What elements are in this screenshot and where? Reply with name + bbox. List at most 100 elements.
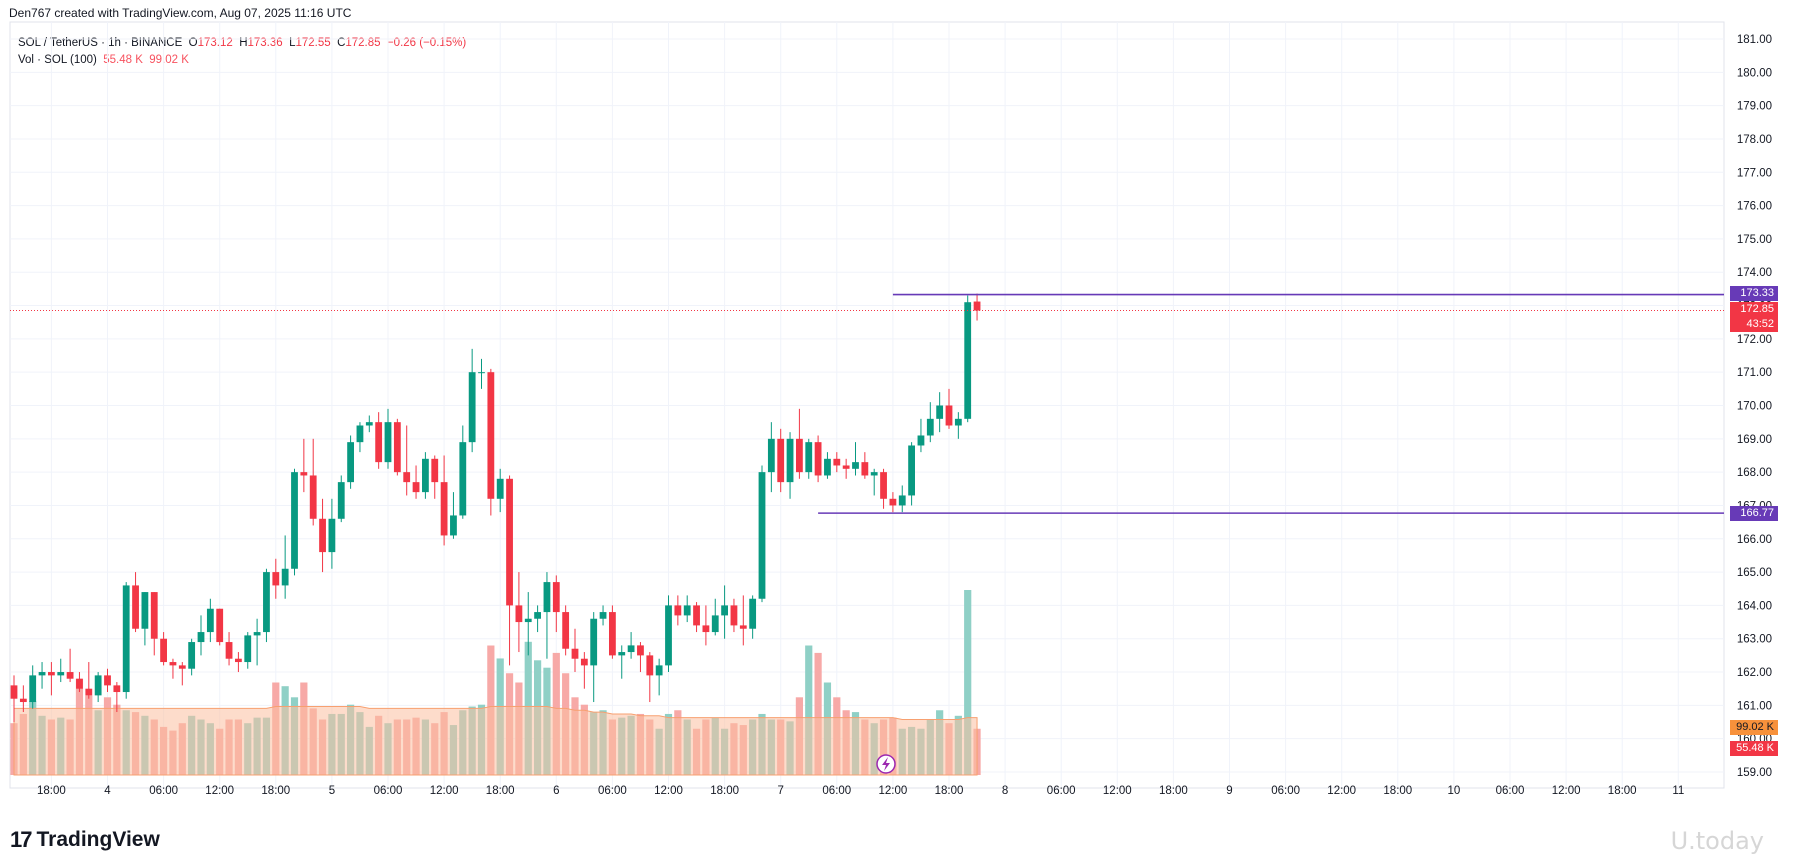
y-tick-label: 177.00: [1737, 167, 1772, 179]
candle-body: [468, 372, 476, 443]
candle: [244, 632, 252, 669]
candle: [328, 498, 336, 569]
candle-body: [104, 675, 111, 686]
x-tick-label: 18:00: [1159, 785, 1188, 797]
volume-label[interactable]: Vol · SOL (100): [18, 54, 97, 66]
candle-body: [711, 615, 719, 633]
candle-body: [796, 438, 803, 473]
candle-body: [197, 632, 205, 643]
candle-body: [253, 632, 261, 636]
candle: [66, 648, 74, 683]
candle-body: [646, 655, 654, 676]
candle-body: [842, 465, 850, 469]
candle-body: [562, 612, 570, 649]
candle-body: [225, 642, 233, 659]
candle: [543, 572, 551, 659]
candle-body: [898, 495, 906, 506]
symbol-label[interactable]: SOL / TetherUS · 1h · BINANCE: [18, 37, 183, 49]
candle: [711, 598, 719, 636]
candle-body: [235, 658, 242, 663]
candle: [506, 475, 513, 666]
candle: [291, 468, 298, 576]
candle: [515, 572, 523, 653]
price-axis[interactable]: 159.00160.00161.00162.00163.00164.00165.…: [1737, 34, 1772, 779]
price-chart[interactable]: 159.00160.00161.00162.00163.00164.00165.…: [0, 0, 1794, 810]
candle-body: [739, 625, 747, 629]
candle: [973, 293, 981, 321]
candle-body: [57, 672, 65, 676]
candle-body: [861, 462, 869, 476]
brand-name: TradingView: [36, 828, 160, 851]
high-label: H: [239, 37, 248, 49]
candle: [926, 402, 934, 443]
x-tick-label: 6: [553, 785, 559, 797]
candle: [365, 415, 373, 433]
candle-body: [384, 422, 392, 463]
watermark: U.today: [1670, 827, 1764, 855]
candle: [393, 418, 401, 476]
volume-ma-value: 99.02 K: [149, 54, 189, 66]
bolt-icon[interactable]: [876, 754, 896, 774]
candle-body: [337, 482, 345, 519]
candle: [889, 492, 897, 513]
horizontal-levels[interactable]: [818, 293, 1724, 514]
x-tick-label: 10: [1448, 785, 1461, 797]
candle: [468, 348, 476, 453]
candle-body: [786, 438, 794, 483]
y-tick-label: 161.00: [1737, 700, 1772, 712]
brand-footer[interactable]: 17 TradingView: [10, 827, 160, 853]
candle: [319, 498, 326, 573]
candle: [281, 535, 289, 599]
candle-body: [693, 605, 700, 626]
candle: [824, 452, 831, 479]
candle-body: [824, 458, 831, 476]
candle-body: [122, 585, 130, 693]
close-value: 172.85: [345, 37, 381, 49]
candle: [749, 595, 757, 639]
x-tick-label: 06:00: [149, 785, 178, 797]
candle: [356, 422, 364, 453]
candle-body: [178, 665, 186, 669]
candle-body: [674, 605, 682, 616]
x-tick-label: 06:00: [598, 785, 627, 797]
candle-body: [188, 642, 196, 669]
candle: [450, 492, 457, 539]
candle: [253, 618, 261, 666]
candle-body: [749, 598, 757, 629]
candle-body: [66, 672, 74, 679]
open-value: 173.12: [197, 37, 233, 49]
candle: [599, 605, 607, 626]
x-tick-label: 06:00: [822, 785, 851, 797]
volume-label-axis: 55.48 K: [1730, 741, 1778, 756]
candle-body: [917, 435, 925, 446]
candle: [272, 558, 280, 599]
candle-body: [936, 405, 944, 419]
candle-body: [665, 605, 672, 666]
candle-body: [206, 608, 214, 633]
candle: [206, 598, 214, 643]
candle: [478, 358, 485, 389]
candle-body: [19, 698, 27, 703]
change-value: −0.26 (−0.15%): [386, 37, 467, 49]
candle: [618, 645, 626, 679]
x-tick-label: 12:00: [1327, 785, 1356, 797]
candle-body: [365, 422, 373, 426]
candle: [945, 388, 953, 429]
candle: [674, 595, 682, 626]
candle: [590, 612, 598, 703]
candle-body: [478, 372, 485, 374]
x-tick-label: 11: [1672, 785, 1684, 797]
candle-body: [375, 422, 383, 463]
candle-body: [94, 675, 102, 696]
candle-body: [609, 612, 616, 656]
candle-body: [908, 445, 915, 496]
candle: [796, 408, 803, 479]
time-axis[interactable]: 18:00 4 06:00 12:00 18:00 5 06:00 12:00 18:00 6 06…: [37, 785, 1684, 797]
candle-body: [263, 572, 270, 633]
x-tick-label: 5: [329, 785, 335, 797]
y-tick-label: 175.00: [1737, 234, 1772, 246]
candle: [300, 438, 308, 493]
candle-body: [113, 685, 121, 693]
candle: [169, 658, 177, 679]
candle-body: [889, 498, 897, 506]
